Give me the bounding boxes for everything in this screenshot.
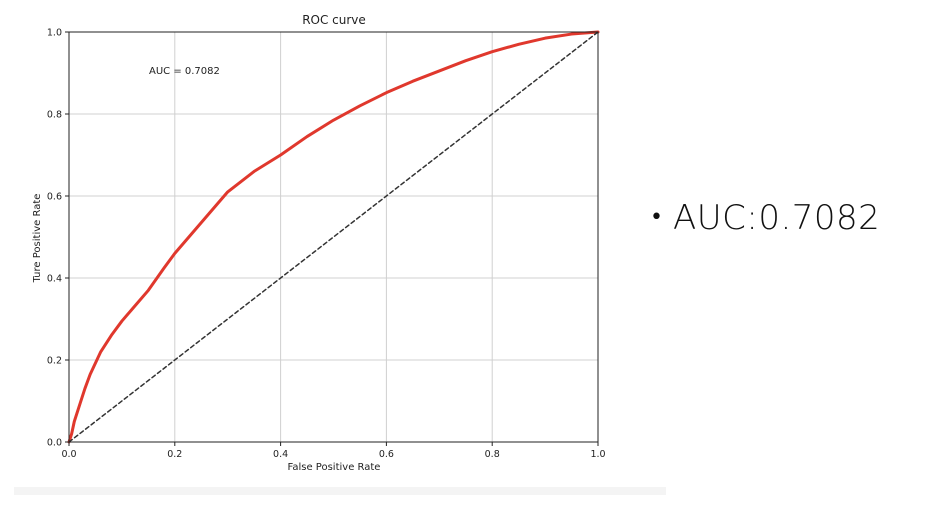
random-baseline-line — [68, 31, 599, 443]
roc-curve-line — [67, 30, 600, 444]
auc-bullet: • AUC:0.7082 — [650, 194, 920, 242]
y-tick-label: 0.0 — [47, 438, 62, 449]
ticks: 0.0 0.2 0.4 0.6 0.8 1.0 0.0 0.2 0.4 0.6 0.8 1.0 — [47, 28, 606, 461]
y-tick-label: 0.2 — [47, 356, 62, 367]
y-tick-label: 0.8 — [47, 110, 62, 121]
plot-frame — [68, 31, 599, 443]
bottom-divider — [14, 487, 666, 495]
x-tick-label: 0.6 — [379, 449, 394, 460]
y-axis-label: Ture Positive Rate — [32, 194, 43, 284]
auc-bullet-text: AUC:0.7082 — [672, 198, 881, 238]
roc-chart: ROC curve False Positive Rate Ture Posit… — [32, 13, 606, 473]
y-tick-label: 0.6 — [47, 192, 62, 203]
y-tick-label: 1.0 — [47, 28, 62, 39]
x-axis-label: False Positive Rate — [288, 462, 381, 473]
bullet-dot-icon: • — [650, 205, 663, 230]
x-tick-label: 1.0 — [590, 449, 605, 460]
auc-annotation: AUC = 0.7082 — [149, 66, 220, 77]
x-tick-label: 0.8 — [485, 449, 500, 460]
y-tick-label: 0.4 — [47, 274, 62, 285]
x-tick-label: 0.0 — [61, 449, 76, 460]
x-tick-label: 0.4 — [273, 449, 288, 460]
series-layer — [67, 30, 600, 444]
chart-title: ROC curve — [302, 13, 366, 27]
x-tick-label: 0.2 — [167, 449, 182, 460]
